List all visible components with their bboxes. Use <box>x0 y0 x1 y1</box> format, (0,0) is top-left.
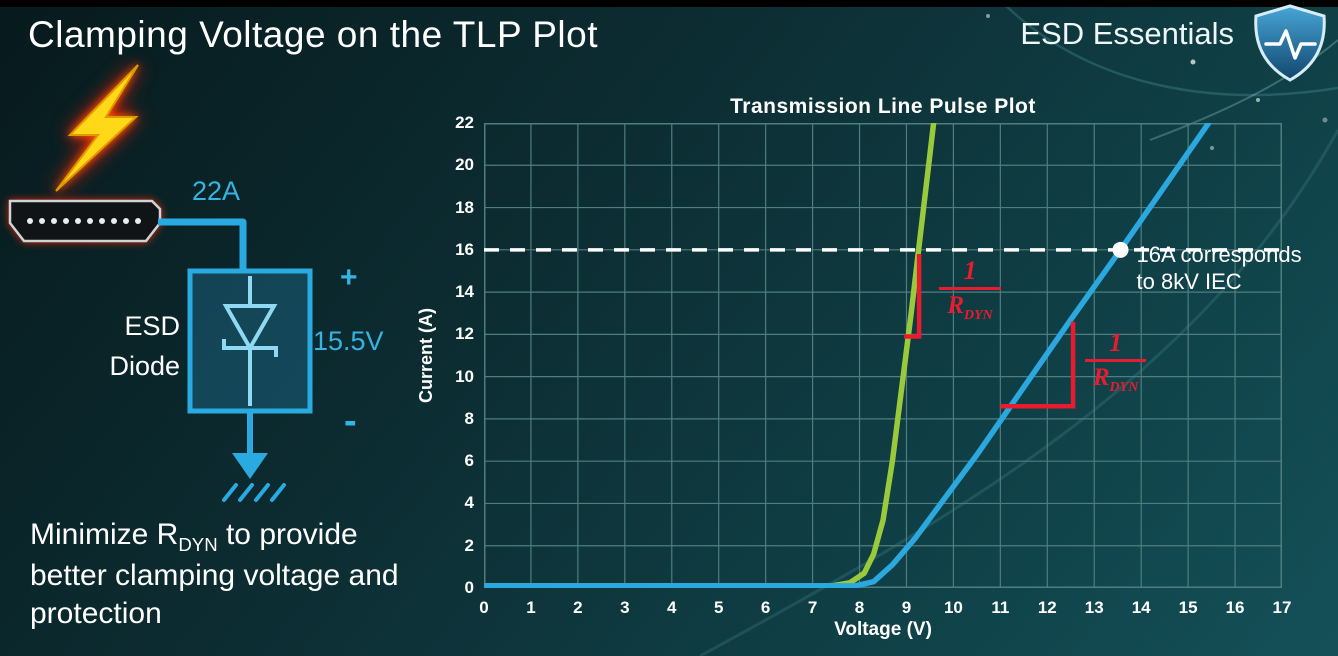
x-tick-label: 14 <box>1131 598 1151 617</box>
top-letterbox <box>0 0 1338 7</box>
y-tick-label: 8 <box>464 408 474 428</box>
clamp-voltage-label: 15.5V <box>313 326 384 356</box>
brand-name: ESD Essentials <box>1020 16 1234 51</box>
x-tick-label: 6 <box>760 598 771 617</box>
marker-label-line2: to 8kV IEC <box>1136 268 1242 294</box>
y-axis-label: Current (A) <box>415 308 436 403</box>
rdyn-fraction-green: 1 RDYN <box>939 256 1001 323</box>
caption-part2: to provide better clamping voltage and p… <box>30 518 399 631</box>
y-tick-label: 0 <box>464 578 474 597</box>
slope-bracket <box>904 254 922 339</box>
tlp-chart: Transmission Line Pulse Plot Current (A)… <box>416 95 1302 640</box>
device-label-line1: ESD <box>124 311 180 341</box>
rdyn-fraction-blue: 1 RDYN <box>1084 328 1147 395</box>
y-tick-label: 18 <box>455 197 474 217</box>
plot-area <box>484 123 1282 588</box>
y-tick-label: 12 <box>455 324 474 344</box>
y-tick-label: 20 <box>455 155 474 175</box>
y-tick-label: 14 <box>455 282 474 302</box>
x-tick-label: 5 <box>713 598 724 617</box>
shield-logo-icon <box>1254 4 1326 82</box>
y-tick-label: 6 <box>464 451 474 471</box>
x-tick-label: 10 <box>943 598 963 617</box>
minus-label: - <box>344 400 357 442</box>
x-tick-label: 13 <box>1084 598 1104 617</box>
plus-label: + <box>340 261 358 294</box>
marker-label: 16A corresponds to 8kV IEC <box>1137 242 1302 296</box>
marker-dot <box>1112 241 1129 258</box>
y-tick-label: 10 <box>455 366 474 386</box>
device-label-line2: Diode <box>109 351 180 381</box>
caption-part1: Minimize R <box>30 518 179 551</box>
x-tick-label: 2 <box>573 598 583 617</box>
y-tick-label: 4 <box>464 493 474 513</box>
slope-bracket <box>1000 321 1076 409</box>
fraction-numerator: 1 <box>1109 328 1123 358</box>
x-tick-label: 7 <box>807 598 818 617</box>
hdmi-connector-icon <box>8 199 162 243</box>
x-tick-label: 12 <box>1037 598 1057 617</box>
surge-current-label: 22A <box>192 176 240 206</box>
x-tick-label: 17 <box>1272 598 1292 617</box>
caption-subscript: DYN <box>178 534 218 555</box>
plot-border <box>484 123 1282 588</box>
x-tick-label: 8 <box>854 598 865 617</box>
x-tick-label: 1 <box>526 598 536 617</box>
ground-icon <box>222 411 286 502</box>
fraction-denominator: RDYN <box>939 287 1001 323</box>
surge-wire <box>158 218 247 271</box>
fraction-numerator: 1 <box>963 256 977 286</box>
lightning-icon <box>55 64 139 192</box>
marker-label-line1: 16A corresponds <box>1136 241 1302 267</box>
x-tick-label: 3 <box>620 598 630 617</box>
y-tick-label: 22 <box>455 113 474 132</box>
x-tick-label: 11 <box>991 598 1010 617</box>
esd-diagram: 22A ESD Diode + 15.5V - <box>8 64 384 502</box>
x-tick-label: 15 <box>1178 598 1198 617</box>
x-tick-label: 9 <box>901 598 912 617</box>
x-axis-label: Voltage (V) <box>834 619 932 640</box>
x-tick-label: 4 <box>667 598 677 617</box>
page-title: Clamping Voltage on the TLP Plot <box>28 14 599 55</box>
x-tick-label: 16 <box>1225 598 1245 617</box>
caption-text: Minimize RDYN to provide better clamping… <box>30 516 440 634</box>
green-curve <box>484 123 937 588</box>
x-tick-label: 0 <box>479 598 489 617</box>
blue-curve <box>484 123 1213 588</box>
y-tick-label: 16 <box>455 239 474 259</box>
fraction-denominator: RDYN <box>1084 359 1147 395</box>
zener-diode-icon <box>187 268 313 414</box>
y-tick-label: 2 <box>464 535 474 555</box>
chart-title: Transmission Line Pulse Plot <box>730 95 1036 118</box>
